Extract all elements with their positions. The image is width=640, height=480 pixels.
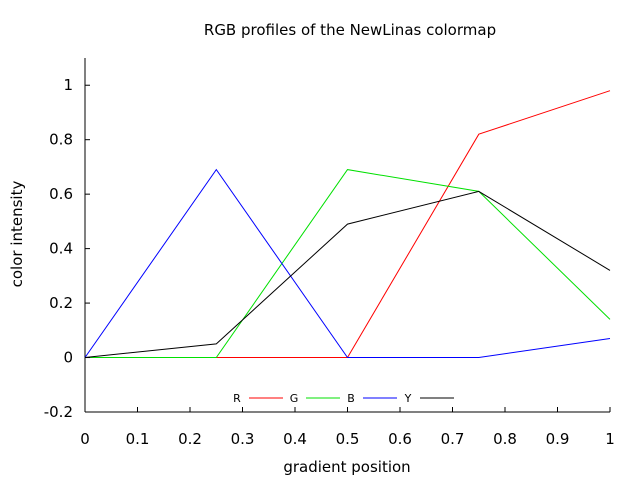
chart-title: RGB profiles of the NewLinas colormap [204,21,496,39]
x-tick-label: 0.9 [546,430,570,448]
y-tick-label: 0.8 [49,131,73,149]
legend-label-b: B [347,392,355,405]
series-line-y [84,190,611,358]
x-tick-label: 0.3 [231,430,255,448]
legend-label-g: G [290,392,299,405]
x-tick-label: 0.8 [493,430,517,448]
tick-layer: 0 0.1 0.2 0.3 0.4 0.5 0.6 0.7 0.8 0.9 1 -0.2 0 0.2 0.4… [44,76,615,448]
y-tick-label: 0 [63,349,73,367]
x-tick-label: 0.4 [283,430,307,448]
y-tick-label: 0.4 [49,240,73,258]
y-tick-label: 0.6 [49,185,73,203]
y-tick-label: 0.2 [49,294,73,312]
y-axis-label: color intensity [8,181,26,288]
y-tick-label: -0.2 [44,403,73,421]
x-tick-label: 1 [605,430,615,448]
y-tick-label: 1 [63,76,73,94]
series-layer [84,90,611,358]
x-tick-label: 0.6 [388,430,412,448]
x-tick-label: 0.1 [126,430,150,448]
series-line-g [85,169,611,358]
x-axis-label: gradient position [283,458,410,476]
x-tick-label: 0.2 [178,430,202,448]
x-tick-label: 0 [80,430,90,448]
x-tick-label: 0.7 [441,430,465,448]
series-line-b [84,168,611,358]
plot-axes [84,58,610,413]
legend-label-y: Y [404,392,412,405]
x-tick-label: 0.5 [336,430,360,448]
legend-label-r: R [233,392,241,405]
